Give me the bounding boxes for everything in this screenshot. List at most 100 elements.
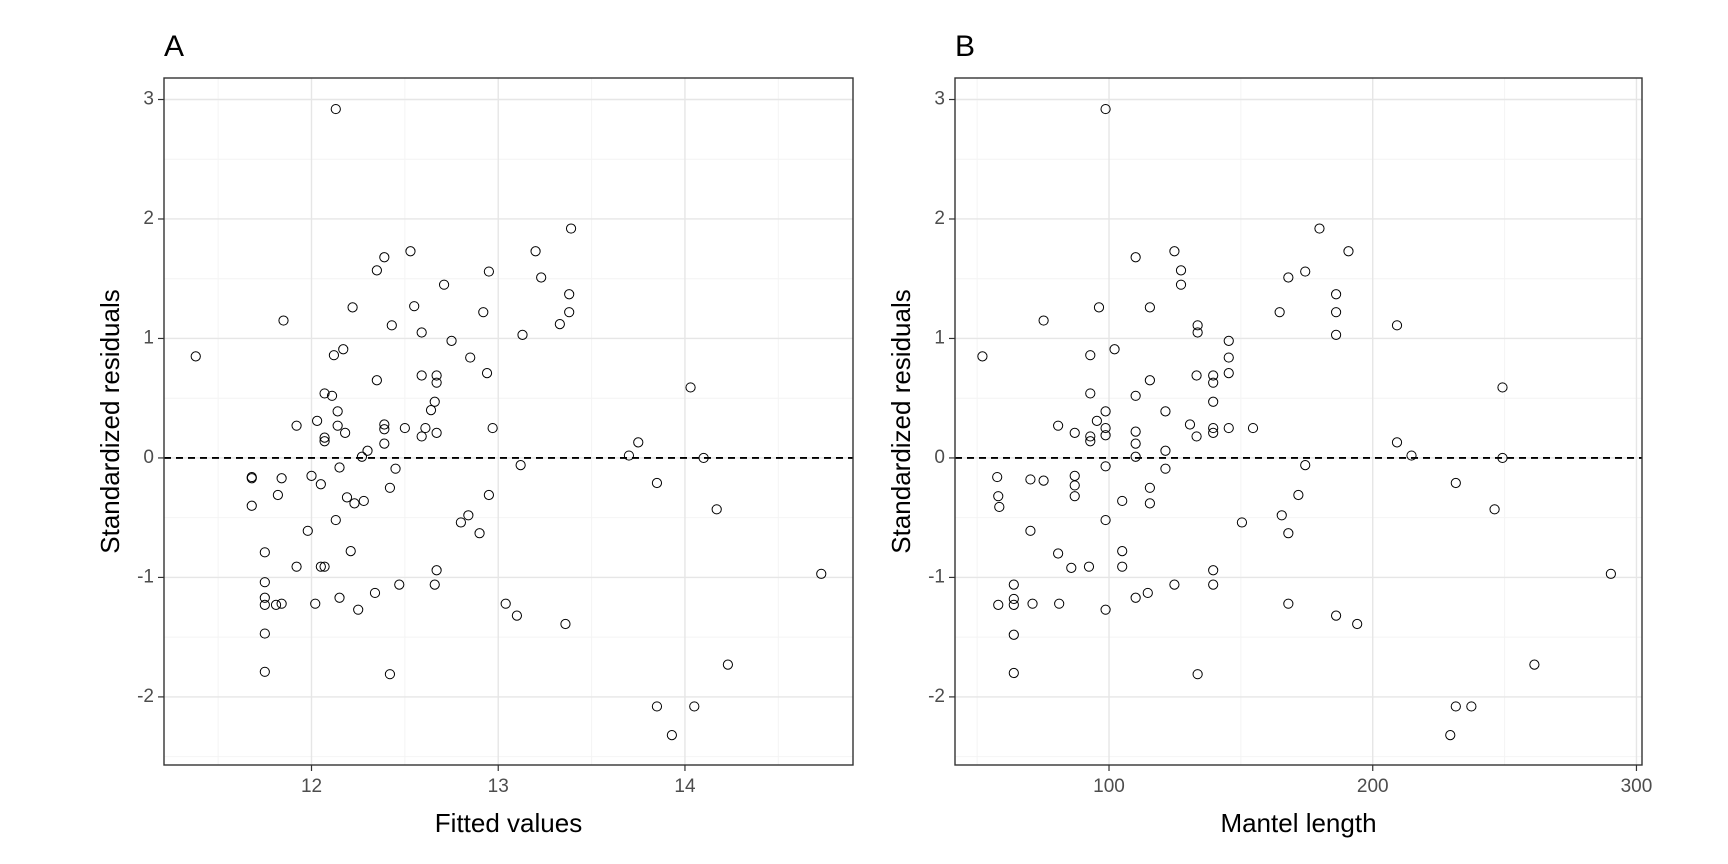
point — [1100, 430, 1111, 441]
point — [1208, 422, 1219, 434]
point — [530, 246, 541, 257]
point — [394, 579, 405, 590]
point — [1085, 388, 1096, 399]
point — [315, 561, 326, 572]
point — [1100, 604, 1111, 615]
point — [330, 103, 341, 115]
point — [1352, 618, 1363, 630]
point — [306, 470, 317, 481]
point — [511, 610, 523, 621]
point — [1069, 491, 1080, 502]
point — [1223, 335, 1234, 346]
point — [1529, 659, 1540, 670]
point — [291, 561, 302, 572]
x-axis-label: Fitted values — [435, 808, 582, 838]
y-tick-label: -1 — [137, 566, 154, 587]
point — [1276, 510, 1287, 521]
y-tick-label: 1 — [934, 327, 945, 348]
point — [1314, 223, 1325, 234]
point — [666, 730, 677, 741]
point — [481, 368, 493, 379]
point — [1330, 307, 1342, 318]
point — [564, 307, 575, 318]
x-tick-label: 200 — [1357, 776, 1389, 797]
point — [340, 427, 351, 438]
point — [1069, 470, 1080, 481]
point — [416, 431, 427, 442]
point — [379, 424, 390, 435]
point — [1208, 579, 1219, 590]
point — [1223, 368, 1234, 379]
point — [1223, 422, 1234, 434]
point — [334, 462, 345, 473]
point — [1100, 422, 1111, 434]
point — [429, 579, 440, 590]
point — [1293, 489, 1304, 501]
y-axis-label: Standardized residuals — [886, 289, 916, 554]
point — [1406, 450, 1417, 461]
plot-border — [163, 77, 854, 766]
panel: 100 200 300 -2 -1 0 1 2 3 B Mantel length Standardi… — [886, 30, 1652, 838]
point — [1208, 377, 1219, 388]
y-tick-label: 3 — [143, 89, 154, 110]
x-tick-label: 13 — [488, 776, 509, 797]
point — [1192, 320, 1203, 331]
y-tick-label: 1 — [143, 327, 154, 348]
point — [993, 491, 1004, 502]
point — [438, 279, 450, 290]
point — [319, 432, 330, 443]
point — [270, 599, 282, 610]
point — [1085, 431, 1096, 442]
point — [1008, 667, 1019, 679]
point — [1142, 587, 1153, 599]
point — [291, 420, 302, 431]
point — [384, 482, 396, 493]
point — [478, 307, 489, 318]
point — [1489, 504, 1500, 515]
point — [1330, 329, 1342, 340]
point — [379, 252, 390, 263]
point — [1093, 302, 1105, 313]
point — [977, 351, 988, 362]
point — [1391, 437, 1403, 448]
point — [1025, 474, 1036, 485]
point — [1130, 426, 1141, 437]
point — [384, 669, 396, 680]
point — [483, 489, 494, 501]
point — [278, 315, 289, 326]
point — [1100, 406, 1111, 417]
point — [259, 547, 270, 558]
point — [1605, 568, 1616, 579]
point — [1208, 370, 1219, 381]
point — [564, 289, 575, 300]
point — [536, 272, 547, 283]
point — [319, 388, 330, 399]
point — [1091, 415, 1102, 427]
y-axis-label: Standardized residuals — [95, 289, 125, 554]
point — [431, 377, 442, 388]
y-tick-label: 0 — [934, 447, 945, 468]
point — [371, 265, 382, 276]
point — [431, 427, 442, 438]
point — [1144, 375, 1155, 386]
point — [369, 587, 381, 599]
point — [1144, 482, 1155, 493]
point — [328, 350, 340, 361]
point — [1160, 463, 1171, 474]
x-tick-label: 14 — [674, 776, 696, 797]
point — [246, 500, 257, 511]
point — [465, 352, 476, 363]
point — [722, 659, 733, 670]
point — [371, 375, 382, 386]
panel-title: A — [164, 30, 184, 63]
point — [259, 592, 270, 603]
point — [259, 666, 270, 677]
point — [416, 370, 427, 381]
point — [1175, 265, 1187, 276]
point — [515, 460, 526, 471]
point — [1008, 629, 1019, 640]
point — [474, 528, 485, 539]
point — [463, 510, 474, 521]
point — [1053, 548, 1064, 559]
point — [1160, 445, 1171, 456]
